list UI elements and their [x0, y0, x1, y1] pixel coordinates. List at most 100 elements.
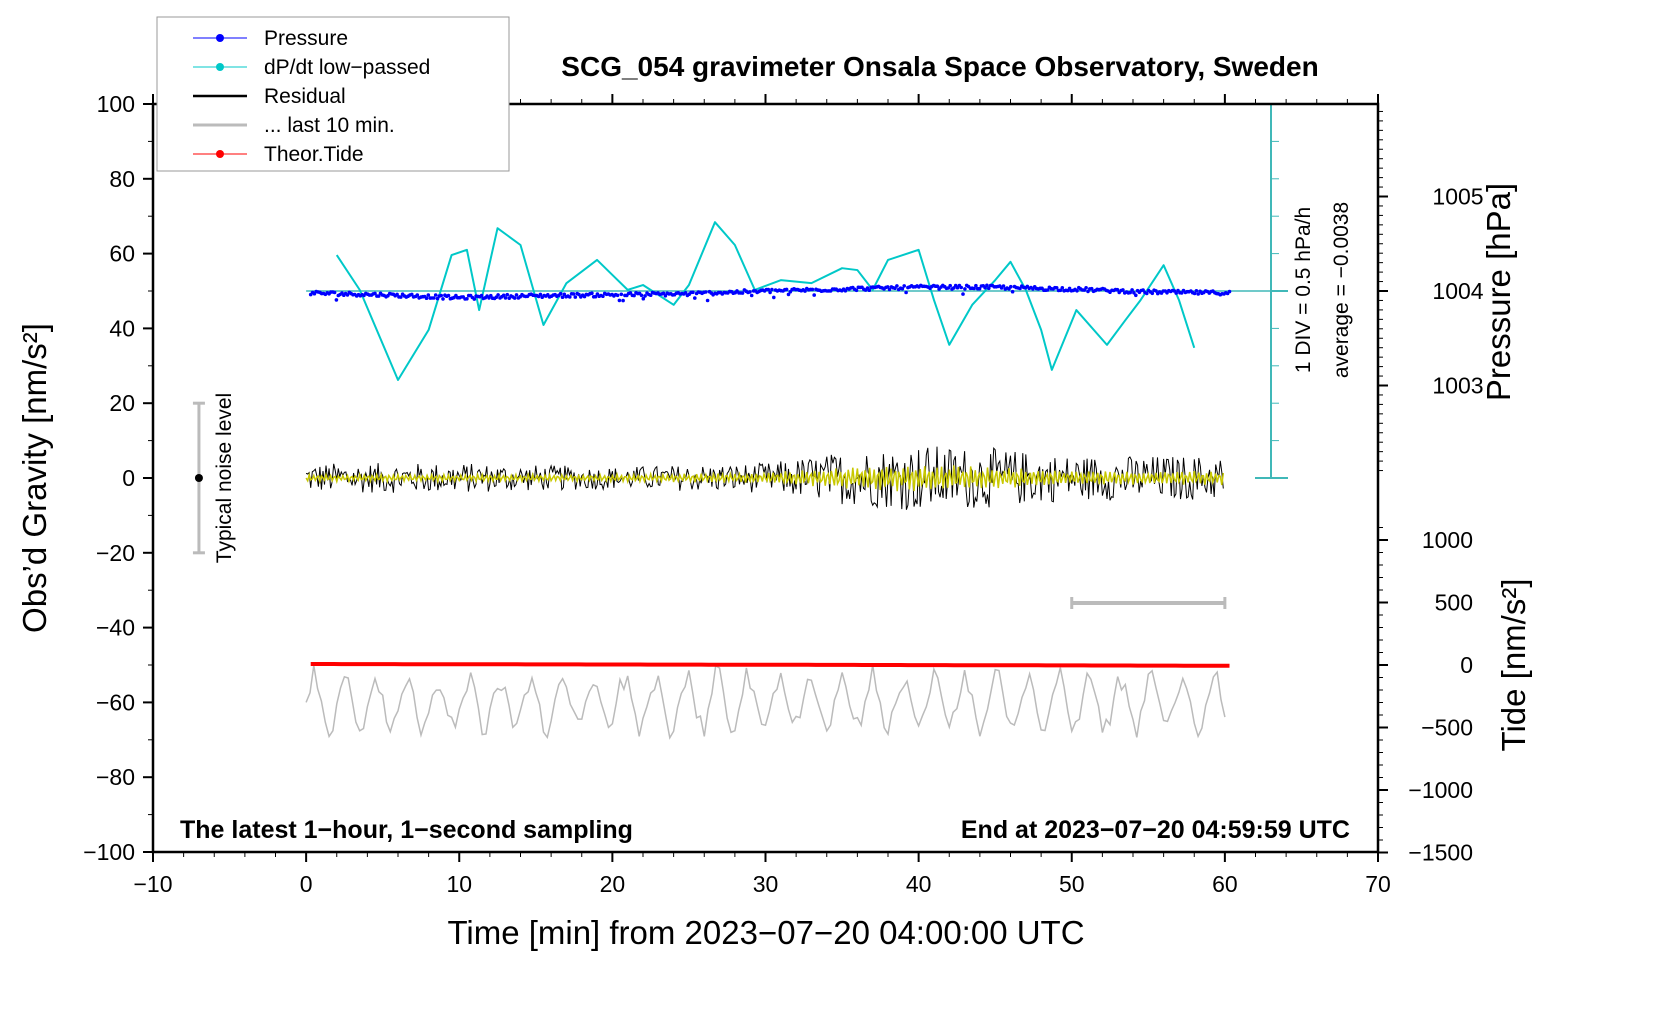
- chart-title: SCG_054 gravimeter Onsala Space Observat…: [561, 51, 1318, 82]
- legend-label: dP/dt low−passed: [264, 56, 430, 79]
- pressure-point: [887, 287, 892, 292]
- pressure-point: [1132, 291, 1136, 295]
- pressure-point: [1121, 288, 1125, 292]
- pressure-point: [1054, 286, 1059, 290]
- pressure-point: [446, 293, 451, 298]
- pressure-point: [1150, 291, 1155, 296]
- pressure-point: [987, 286, 991, 291]
- pressure-point: [935, 284, 940, 289]
- pressure-point: [593, 294, 598, 299]
- pressure-point: [974, 283, 978, 288]
- x-tick-label: −10: [133, 871, 172, 897]
- pressure-point: [538, 292, 543, 297]
- y-tick-label: −40: [96, 615, 135, 641]
- pressure-point: [749, 293, 754, 298]
- legend-dot-icon: [216, 150, 224, 158]
- pressure-point: [810, 287, 815, 292]
- pressure-point: [415, 293, 420, 297]
- pressure-point: [590, 291, 594, 296]
- pressure-point: [786, 292, 791, 297]
- legend-dot-icon: [216, 63, 224, 71]
- pressure-point: [332, 290, 337, 295]
- pressure-point: [514, 293, 519, 297]
- residual-smoothed-line: [305, 465, 1225, 492]
- pressure-point: [854, 288, 859, 293]
- pressure-point: [1009, 284, 1013, 289]
- pressure-tick-label: 1005: [1432, 184, 1483, 210]
- pressure-point: [663, 294, 668, 298]
- pressure-point: [948, 283, 952, 288]
- pressure-point: [571, 292, 576, 296]
- legend-entry: Residual: [193, 85, 346, 108]
- y-tick-label: −20: [96, 540, 135, 566]
- legend-entry: dP/dt low−passed: [193, 56, 430, 79]
- pressure-point: [479, 293, 484, 298]
- pressure-point: [376, 294, 381, 298]
- pressure-point: [439, 293, 444, 298]
- pressure-point: [959, 285, 963, 290]
- y-tick-label: 40: [109, 315, 135, 341]
- tide-tick-label: 0: [1460, 652, 1473, 678]
- pressure-point: [410, 292, 414, 297]
- pressure-point: [512, 296, 517, 300]
- pressure-point: [1154, 289, 1158, 293]
- y-tick-label: 0: [122, 465, 135, 491]
- pressure-point: [489, 293, 493, 298]
- pressure-point: [1194, 289, 1199, 293]
- pressure-point: [972, 286, 976, 291]
- x-axis-label: Time [min] from 2023−07−20 04:00:00 UTC: [447, 914, 1084, 951]
- last-10-min-line: [305, 664, 1226, 740]
- pressure-point: [867, 288, 872, 293]
- pressure-point: [399, 295, 403, 299]
- x-tick-label: 50: [1059, 871, 1085, 897]
- pressure-point: [748, 290, 752, 294]
- pressure-point: [693, 296, 697, 300]
- noise-level-dot: [194, 474, 203, 482]
- pressure-point: [661, 291, 666, 296]
- legend-entry: Theor.Tide: [193, 143, 364, 166]
- legend-label: Residual: [264, 85, 346, 108]
- pressure-point: [885, 285, 890, 289]
- pressure-point: [803, 289, 807, 293]
- pressure-point: [641, 296, 646, 301]
- pressure-point: [601, 294, 605, 299]
- x-tick-label: 40: [906, 871, 932, 897]
- legend-dot-icon: [216, 34, 224, 42]
- pressure-point: [501, 293, 506, 298]
- pressure-point: [648, 293, 653, 298]
- tide-axis-label: Tide [nm/s²]: [1495, 579, 1532, 752]
- pressure-point: [902, 284, 906, 288]
- pressure-point: [770, 287, 774, 292]
- pressure-point: [465, 297, 469, 301]
- pressure-point: [426, 293, 431, 297]
- legend-label: ... last 10 min.: [264, 114, 395, 137]
- axis-layer: −10 0 10 20 30 40 50 60 70100806040200−20−40−60−…: [83, 91, 1484, 897]
- pressure-point: [472, 297, 477, 301]
- pressure-point: [441, 297, 445, 301]
- pressure-point: [740, 291, 745, 295]
- x-tick-label: 10: [446, 871, 472, 897]
- pressure-point: [424, 296, 429, 301]
- pressure-point: [1130, 288, 1134, 292]
- pressure-point: [373, 291, 377, 296]
- pressure-point: [961, 292, 965, 296]
- pressure-point: [1145, 291, 1149, 296]
- pressure-point: [985, 283, 989, 288]
- pressure-point: [632, 293, 636, 298]
- pressure-point: [1227, 289, 1232, 294]
- pressure-tick-label: 1003: [1432, 373, 1483, 399]
- pressure-point: [1115, 287, 1120, 292]
- legend: Pressure dP/dt low−passed Residual ... last…: [156, 16, 510, 172]
- pressure-point: [573, 295, 578, 299]
- pressure-point: [617, 298, 622, 303]
- pressure-point: [619, 292, 624, 297]
- pressure-point: [496, 293, 500, 297]
- x-tick-label: 60: [1212, 871, 1238, 897]
- pressure-point: [1089, 286, 1094, 291]
- pressure-point: [1141, 288, 1145, 292]
- theor-tide-line: [310, 662, 1230, 668]
- pressure-point: [691, 290, 695, 295]
- x-tick-label: 0: [300, 871, 313, 897]
- tide-tick-label: 1000: [1422, 527, 1473, 553]
- noise-level-label: Typical noise level: [213, 393, 236, 563]
